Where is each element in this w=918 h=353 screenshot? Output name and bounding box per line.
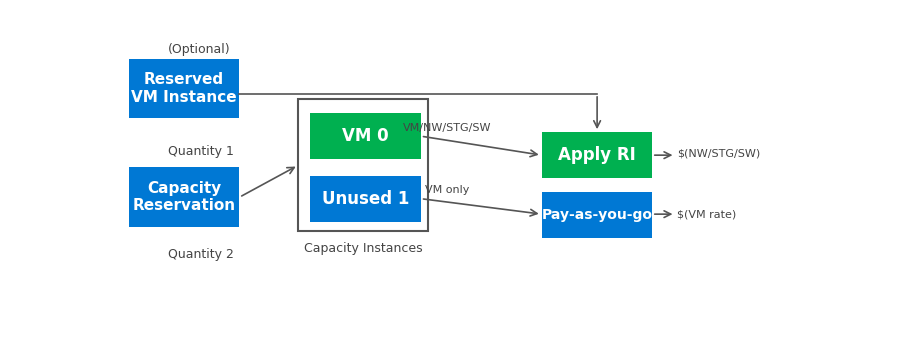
Bar	[298, 100, 429, 231]
Bar	[129, 59, 240, 119]
Bar	[310, 175, 420, 222]
Text: Reserved
VM Instance: Reserved VM Instance	[131, 72, 237, 105]
Text: Capacity
Reservation: Capacity Reservation	[132, 181, 236, 214]
Bar	[542, 192, 652, 238]
Text: VM/NW/STG/SW: VM/NW/STG/SW	[403, 123, 491, 133]
Text: Pay-as-you-go: Pay-as-you-go	[542, 208, 653, 222]
Text: (Optional): (Optional)	[168, 43, 230, 56]
Text: Quantity 2: Quantity 2	[168, 248, 234, 261]
Text: $(NW/STG/SW): $(NW/STG/SW)	[677, 148, 760, 158]
Text: Unused 1: Unused 1	[322, 190, 409, 208]
Text: Apply RI: Apply RI	[558, 146, 635, 164]
Bar	[542, 132, 652, 178]
Text: $(VM rate): $(VM rate)	[677, 209, 736, 219]
Text: Quantity 1: Quantity 1	[168, 145, 234, 157]
Text: Capacity Instances: Capacity Instances	[304, 243, 422, 256]
Text: VM only: VM only	[425, 185, 469, 196]
Text: VM 0: VM 0	[342, 127, 389, 145]
Bar	[310, 113, 420, 159]
Bar	[129, 167, 240, 227]
